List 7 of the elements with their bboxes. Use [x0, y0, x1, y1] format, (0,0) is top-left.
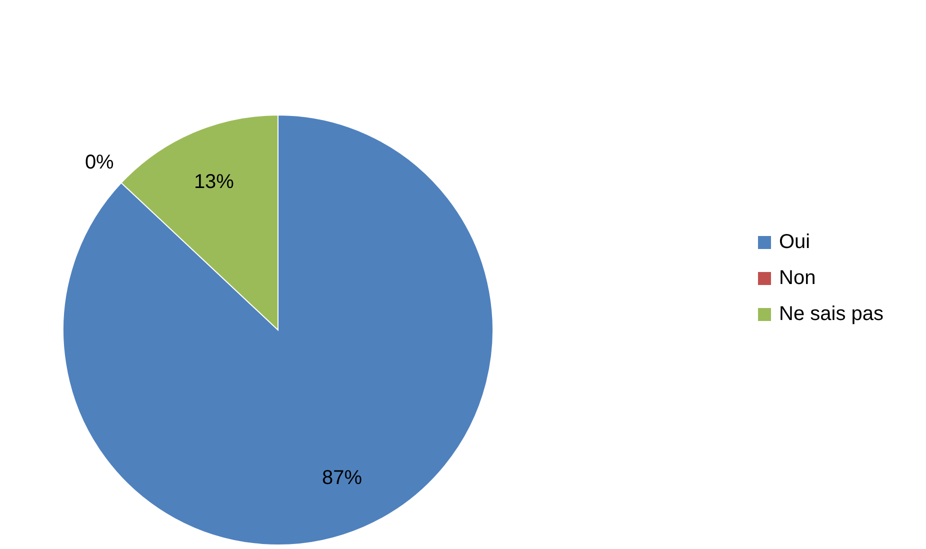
text: 0%	[84, 151, 114, 174]
data-label: 87%	[322, 466, 362, 489]
legend-label: Non	[779, 266, 816, 290]
legend-label: Ne sais pas	[779, 302, 884, 326]
legend-label: Oui	[779, 230, 810, 254]
data-label: 13%	[194, 171, 234, 194]
pie-slice	[62, 114, 494, 546]
